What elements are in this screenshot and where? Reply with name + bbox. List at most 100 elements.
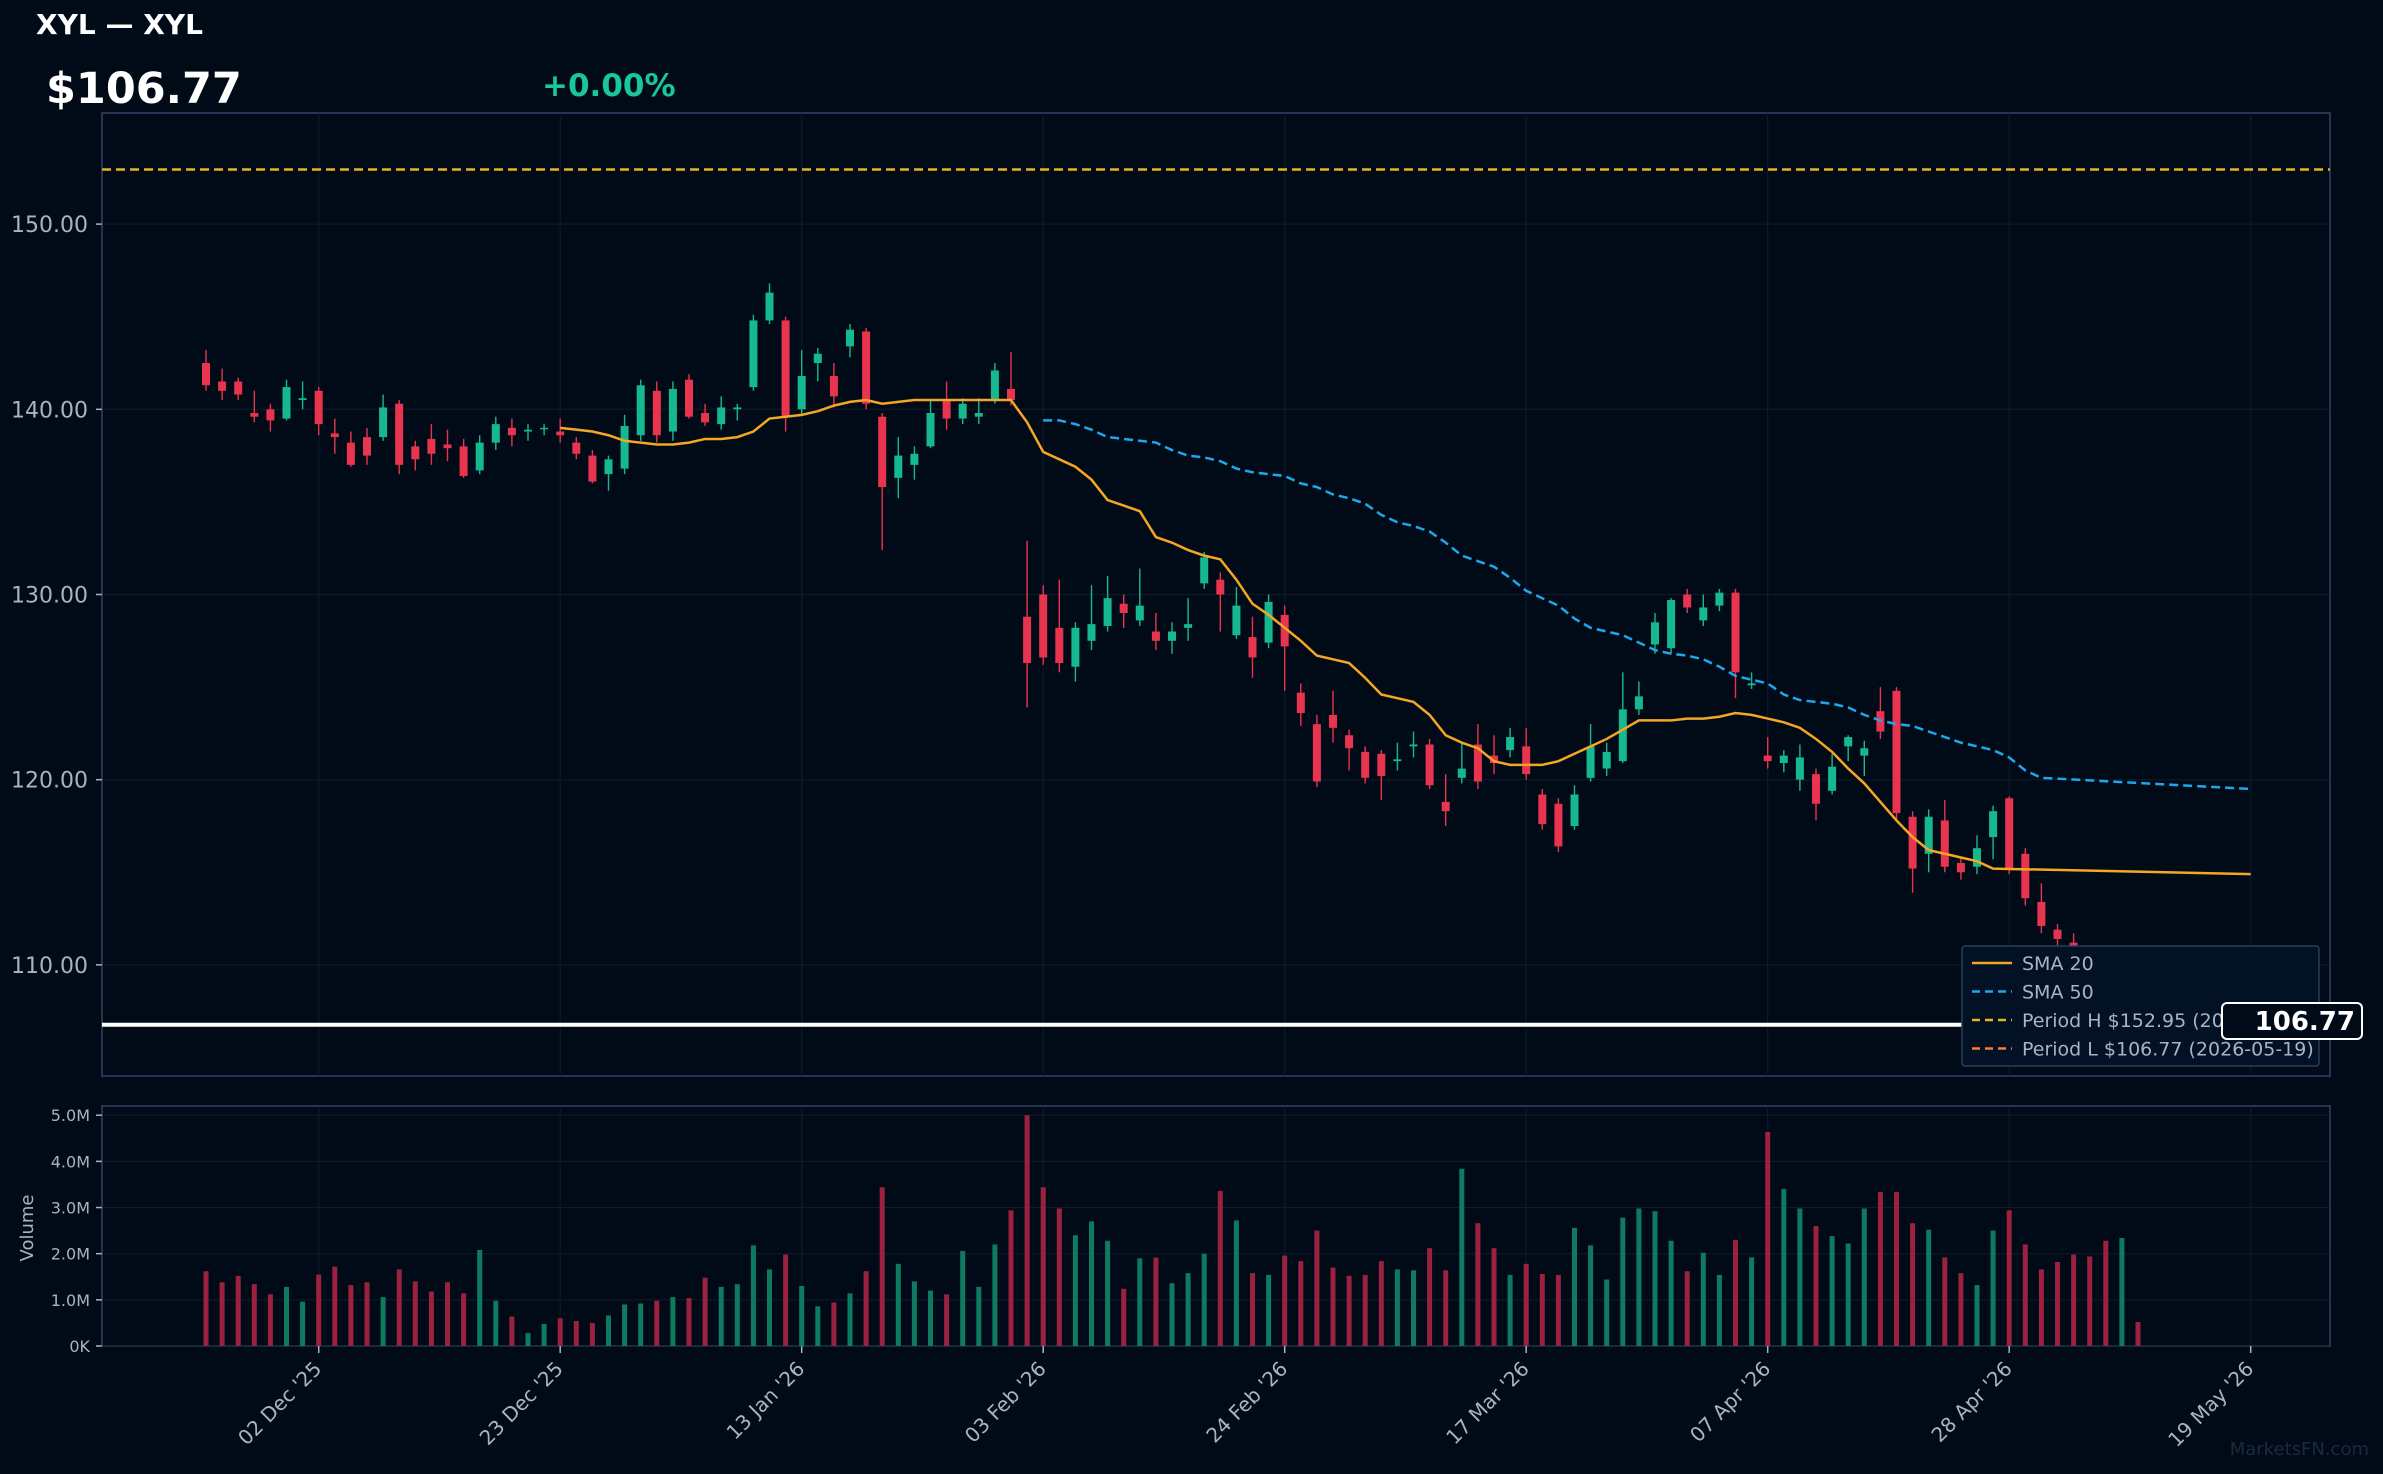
candle [797,350,806,415]
candle-body [1377,753,1386,776]
volume-bar [944,1294,950,1346]
candle-body [266,409,275,421]
candle [491,416,500,451]
volume-bar [686,1298,692,1346]
date-tick-label: 23 Dec '25 [475,1357,568,1450]
candle-body [974,413,983,417]
volume-bar [1089,1221,1094,1346]
candle [1280,605,1289,691]
volume-bar [1185,1273,1191,1346]
candle [1103,575,1112,632]
volume-bar [1024,1115,1030,1346]
last-price: $106.77 [46,64,242,114]
candle [878,413,887,551]
candle-body [314,390,323,425]
candle [2005,796,2014,875]
candle-body [572,442,581,454]
candle [604,455,613,491]
candle-body [990,370,999,401]
volume-bar [477,1250,483,1346]
volume-axis: Volume 0K 1.0M 2.0M 3.0M 4.0M 5.0M [17,1106,102,1356]
volume-bar [799,1286,805,1346]
candle [1828,753,1837,795]
candle-body [1586,746,1595,778]
volume-bar [847,1293,853,1346]
candle [282,379,291,421]
candle-body [1940,820,1949,867]
candle [862,327,871,410]
volume-bar [992,1244,998,1346]
candle-body [524,429,532,432]
candle [1409,731,1418,758]
candle-body [1618,709,1627,762]
volume-bar [1121,1288,1127,1346]
volume-bar [1620,1217,1626,1346]
candle [1667,598,1676,654]
volume-bar [1282,1255,1288,1346]
candle-body [330,433,339,438]
candle [1151,613,1160,651]
candle-body [1457,768,1466,778]
volume-bar [1765,1131,1771,1346]
candle-body [717,407,726,425]
volume-bar [1330,1267,1336,1346]
date-tick-label: 24 Feb '26 [1201,1357,1292,1448]
candle [298,381,307,410]
candle-body [1071,627,1080,667]
volume-bar [783,1254,789,1346]
candle-body [926,413,935,447]
volume-bar [960,1250,966,1346]
volume-bar [1926,1229,1932,1346]
price-change: +0.00% [542,68,676,104]
candle [829,363,838,408]
candle [540,424,549,436]
candle-body [1602,751,1611,769]
candle-body [411,446,420,460]
candle-body [1023,616,1032,664]
volume-bar [1781,1189,1787,1346]
date-tick-label: 07 Apr '26 [1685,1357,1775,1447]
candle-body [958,403,967,419]
candle [379,394,388,441]
candle [990,363,999,404]
candle-body [250,413,259,417]
candle-body [701,413,710,423]
candle [411,440,420,471]
volume-bar [1700,1252,1706,1346]
volume-bar [718,1286,724,1346]
volume-bar [1877,1191,1883,1346]
candle [1908,811,1917,893]
candle [266,403,275,432]
candle-body [1055,627,1064,664]
volume-bar [750,1245,756,1346]
candle [1651,613,1659,654]
candle [2037,883,2046,934]
candle [733,403,742,421]
volume-bar [1733,1239,1738,1346]
volume-bar [1604,1279,1610,1346]
candle [1940,800,1949,873]
candle-body [1651,622,1659,645]
volume-bar [622,1304,628,1346]
candle [926,400,935,449]
candle-body [1747,683,1756,686]
candle [1329,690,1337,743]
candle [894,437,903,499]
volume-bar [412,1281,418,1346]
date-axis: 02 Dec '25 23 Dec '25 13 Jan '26 03 Feb '26… [233,1346,2258,1452]
candle [1232,587,1241,639]
candle [1844,735,1853,762]
volume-bar [815,1306,821,1346]
candle-body [652,390,661,436]
volume-bar [2071,1254,2077,1346]
chart-title: XYL — XYL [36,8,203,41]
legend-label: SMA 50 [2022,982,2094,1004]
volume-bar [557,1318,563,1346]
candle [1425,738,1434,789]
price-tick-label: 140.00 [11,398,88,423]
candle [1731,588,1740,699]
candle-body [797,375,806,410]
moving-averages [560,398,2251,876]
candle [572,437,581,460]
